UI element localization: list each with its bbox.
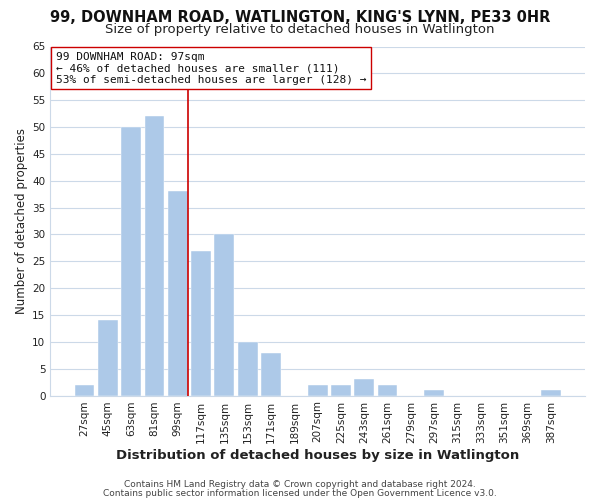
Bar: [424, 390, 444, 396]
Bar: [331, 385, 351, 396]
X-axis label: Distribution of detached houses by size in Watlington: Distribution of detached houses by size …: [116, 450, 519, 462]
Bar: [214, 234, 234, 396]
Bar: [145, 116, 164, 396]
Text: 99 DOWNHAM ROAD: 97sqm
← 46% of detached houses are smaller (111)
53% of semi-de: 99 DOWNHAM ROAD: 97sqm ← 46% of detached…: [56, 52, 366, 85]
Bar: [74, 385, 94, 396]
Bar: [261, 352, 281, 396]
Bar: [541, 390, 560, 396]
Bar: [191, 250, 211, 396]
Bar: [308, 385, 328, 396]
Text: Contains HM Land Registry data © Crown copyright and database right 2024.: Contains HM Land Registry data © Crown c…: [124, 480, 476, 489]
Bar: [355, 380, 374, 396]
Bar: [168, 192, 188, 396]
Bar: [377, 385, 397, 396]
Bar: [98, 320, 118, 396]
Bar: [238, 342, 257, 396]
Bar: [121, 127, 141, 396]
Y-axis label: Number of detached properties: Number of detached properties: [15, 128, 28, 314]
Text: Contains public sector information licensed under the Open Government Licence v3: Contains public sector information licen…: [103, 489, 497, 498]
Text: Size of property relative to detached houses in Watlington: Size of property relative to detached ho…: [105, 22, 495, 36]
Text: 99, DOWNHAM ROAD, WATLINGTON, KING'S LYNN, PE33 0HR: 99, DOWNHAM ROAD, WATLINGTON, KING'S LYN…: [50, 10, 550, 25]
